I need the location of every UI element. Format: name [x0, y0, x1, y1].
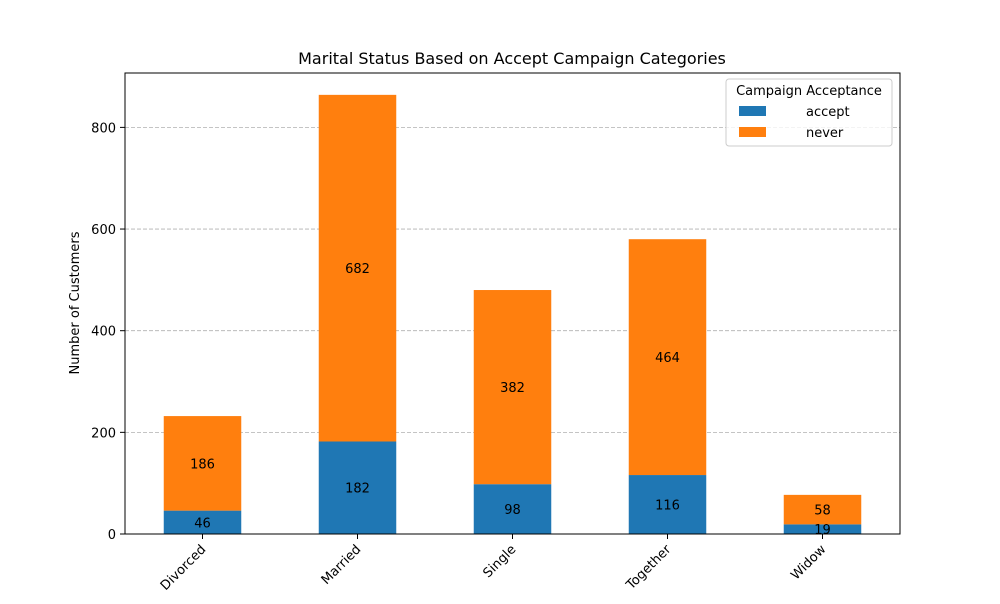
legend-swatch-accept	[739, 106, 766, 116]
bar-never-together	[628, 239, 707, 476]
legend-label-accept: accept	[806, 105, 850, 120]
legend-label-never: never	[806, 126, 844, 141]
bar-accept-together	[628, 475, 707, 534]
bar-never-divorced	[163, 416, 242, 511]
y-tick-label: 0	[108, 528, 116, 543]
y-tick-label: 600	[91, 223, 116, 238]
x-tick-label-divorced: Divorced	[158, 542, 209, 593]
bar-accept-married	[318, 441, 397, 534]
legend-swatch-never	[739, 127, 766, 137]
x-tick-label-single: Single	[480, 542, 519, 581]
legend: Campaign Acceptance accept never	[725, 78, 893, 147]
y-tick-label: 400	[91, 325, 116, 340]
bar-never-single	[473, 290, 552, 485]
data-label-accept-single: 98	[504, 503, 521, 518]
data-label-accept-divorced: 46	[194, 516, 211, 531]
x-tick-label-together: Together	[623, 542, 675, 594]
bar-accept-divorced	[163, 510, 242, 534]
x-axis: Divorced Married Single Together Widow	[158, 534, 830, 594]
bar-never-widow	[783, 494, 862, 525]
bar-never-married	[318, 94, 397, 442]
bar-accept-single	[473, 484, 552, 534]
y-axis: 0 200 400 600 800	[91, 121, 125, 543]
x-tick-label-widow: Widow	[788, 542, 829, 583]
data-label-never-widow: 58	[814, 504, 831, 519]
y-tick-label: 800	[91, 121, 116, 136]
bar-accept-widow	[783, 524, 862, 534]
data-label-accept-married: 182	[345, 482, 370, 497]
x-tick-label-married: Married	[319, 542, 365, 588]
bars	[163, 94, 862, 534]
data-label-never-divorced: 186	[190, 457, 215, 472]
y-axis-title: Number of Customers	[68, 231, 83, 374]
y-tick-label: 200	[91, 426, 116, 441]
data-label-never-together: 464	[655, 351, 680, 366]
data-label-never-married: 682	[345, 262, 370, 277]
legend-box	[725, 78, 893, 147]
data-label-never-single: 382	[500, 381, 525, 396]
data-label-accept-together: 116	[655, 499, 680, 514]
legend-title: Campaign Acceptance	[736, 84, 882, 99]
chart-title: Marital Status Based on Accept Campaign …	[298, 49, 726, 68]
